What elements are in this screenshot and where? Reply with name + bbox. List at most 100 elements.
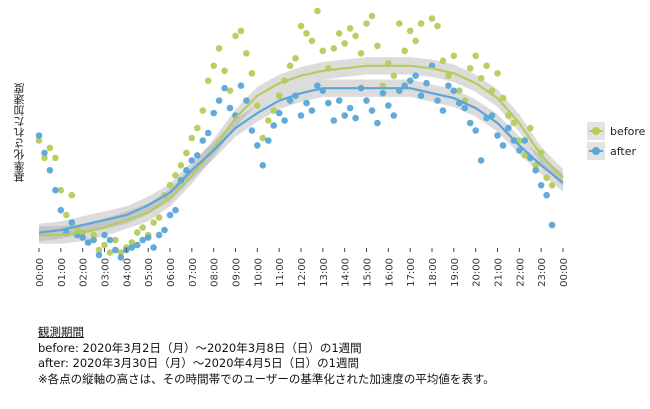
point-after [144,234,152,241]
point-after [95,251,103,259]
legend-label-before: before [610,124,646,138]
point-before [68,191,76,199]
point-after [374,119,381,127]
point-before [128,239,136,246]
point-after [330,117,338,124]
point-before [292,55,299,62]
point-before [483,62,490,70]
point-before [303,30,310,37]
point-after [303,99,310,107]
point-after [297,112,305,119]
point-before [445,72,452,79]
point-before [352,32,359,40]
x-tick-label: 11:00 [275,258,286,287]
legend-key-before [587,122,605,140]
point-after [450,87,458,94]
smooth-line-after [38,87,564,234]
point-before [35,137,43,144]
point-after [385,102,392,109]
point-after [52,186,59,194]
point-before [286,62,294,70]
point-before [248,70,256,77]
point-after [101,231,108,239]
legend-item-before: before [587,121,645,141]
point-after [417,92,425,99]
point-after [199,137,207,144]
point-before [417,20,425,27]
legend: before after [587,121,645,161]
notes-explanation: ※各点の縦軸の高さは、その時間帯でのユーザーの基準化された加速度の平均値を表す。 [38,371,495,386]
point-after [363,97,370,104]
x-tick-label: 06:00 [166,258,177,287]
point-after [445,82,452,89]
x-tick-label: 23:00 [537,258,548,287]
point-after [243,97,250,104]
point-after [128,244,136,251]
point-after [226,104,234,112]
chart: 00:00 01:00 02:00 03:00 04:00 05:00 06:00 07:00… [0,0,650,320]
x-tick-label: 04:00 [122,258,133,287]
point-before [472,52,480,60]
point-after [543,191,550,199]
x-tick-label: 02:00 [79,258,90,287]
point-before [63,211,70,219]
point-before [95,246,103,254]
point-after [237,82,245,89]
point-after [188,157,196,164]
point-after [368,107,376,114]
x-tick-label: 05:00 [144,258,155,287]
point-before [494,70,501,77]
point-before [499,94,507,102]
legend-item-after: after [587,141,645,161]
data-points [35,7,556,261]
point-after [494,132,501,139]
point-before [232,32,239,40]
x-tick-label: 14:00 [341,258,352,287]
point-before [226,87,234,94]
x-tick-label: 01:00 [57,258,68,287]
point-before [166,182,174,189]
point-before [314,7,321,15]
point-after [259,162,267,169]
x-tick-label: 22:00 [515,258,526,287]
point-before [204,77,212,84]
point-before [194,124,201,132]
point-before [188,134,196,142]
point-after [499,142,507,149]
x-tick-label: 00:00 [559,258,570,287]
point-after [161,226,168,234]
point-before [466,65,474,72]
point-after [90,236,97,244]
point-after [379,89,387,97]
x-tick-label: 18:00 [428,258,439,287]
point-before [477,74,485,82]
point-before [374,42,381,50]
point-after [270,122,278,129]
point-after [412,72,419,79]
x-tick-label: 12:00 [297,258,308,287]
point-after [253,142,261,149]
point-after [79,234,86,241]
point-before [150,219,157,226]
point-before [270,107,278,114]
point-before [46,144,54,152]
point-after [439,107,447,114]
point-after [210,109,217,117]
point-after [548,221,556,229]
point-before [406,27,414,35]
point-after [194,152,201,159]
point-after [166,211,174,219]
point-before [319,47,327,55]
x-tick-label: 17:00 [406,258,417,287]
x-tick-label: 19:00 [450,258,461,287]
point-after [248,127,256,134]
point-after [84,239,92,246]
point-after [466,119,474,127]
plot-background [0,0,650,320]
x-tick-label: 07:00 [188,258,199,287]
point-after [423,79,430,87]
x-tick-label: 10:00 [253,258,264,287]
point-before [510,119,518,127]
point-before [106,249,114,256]
point-before [253,102,261,109]
